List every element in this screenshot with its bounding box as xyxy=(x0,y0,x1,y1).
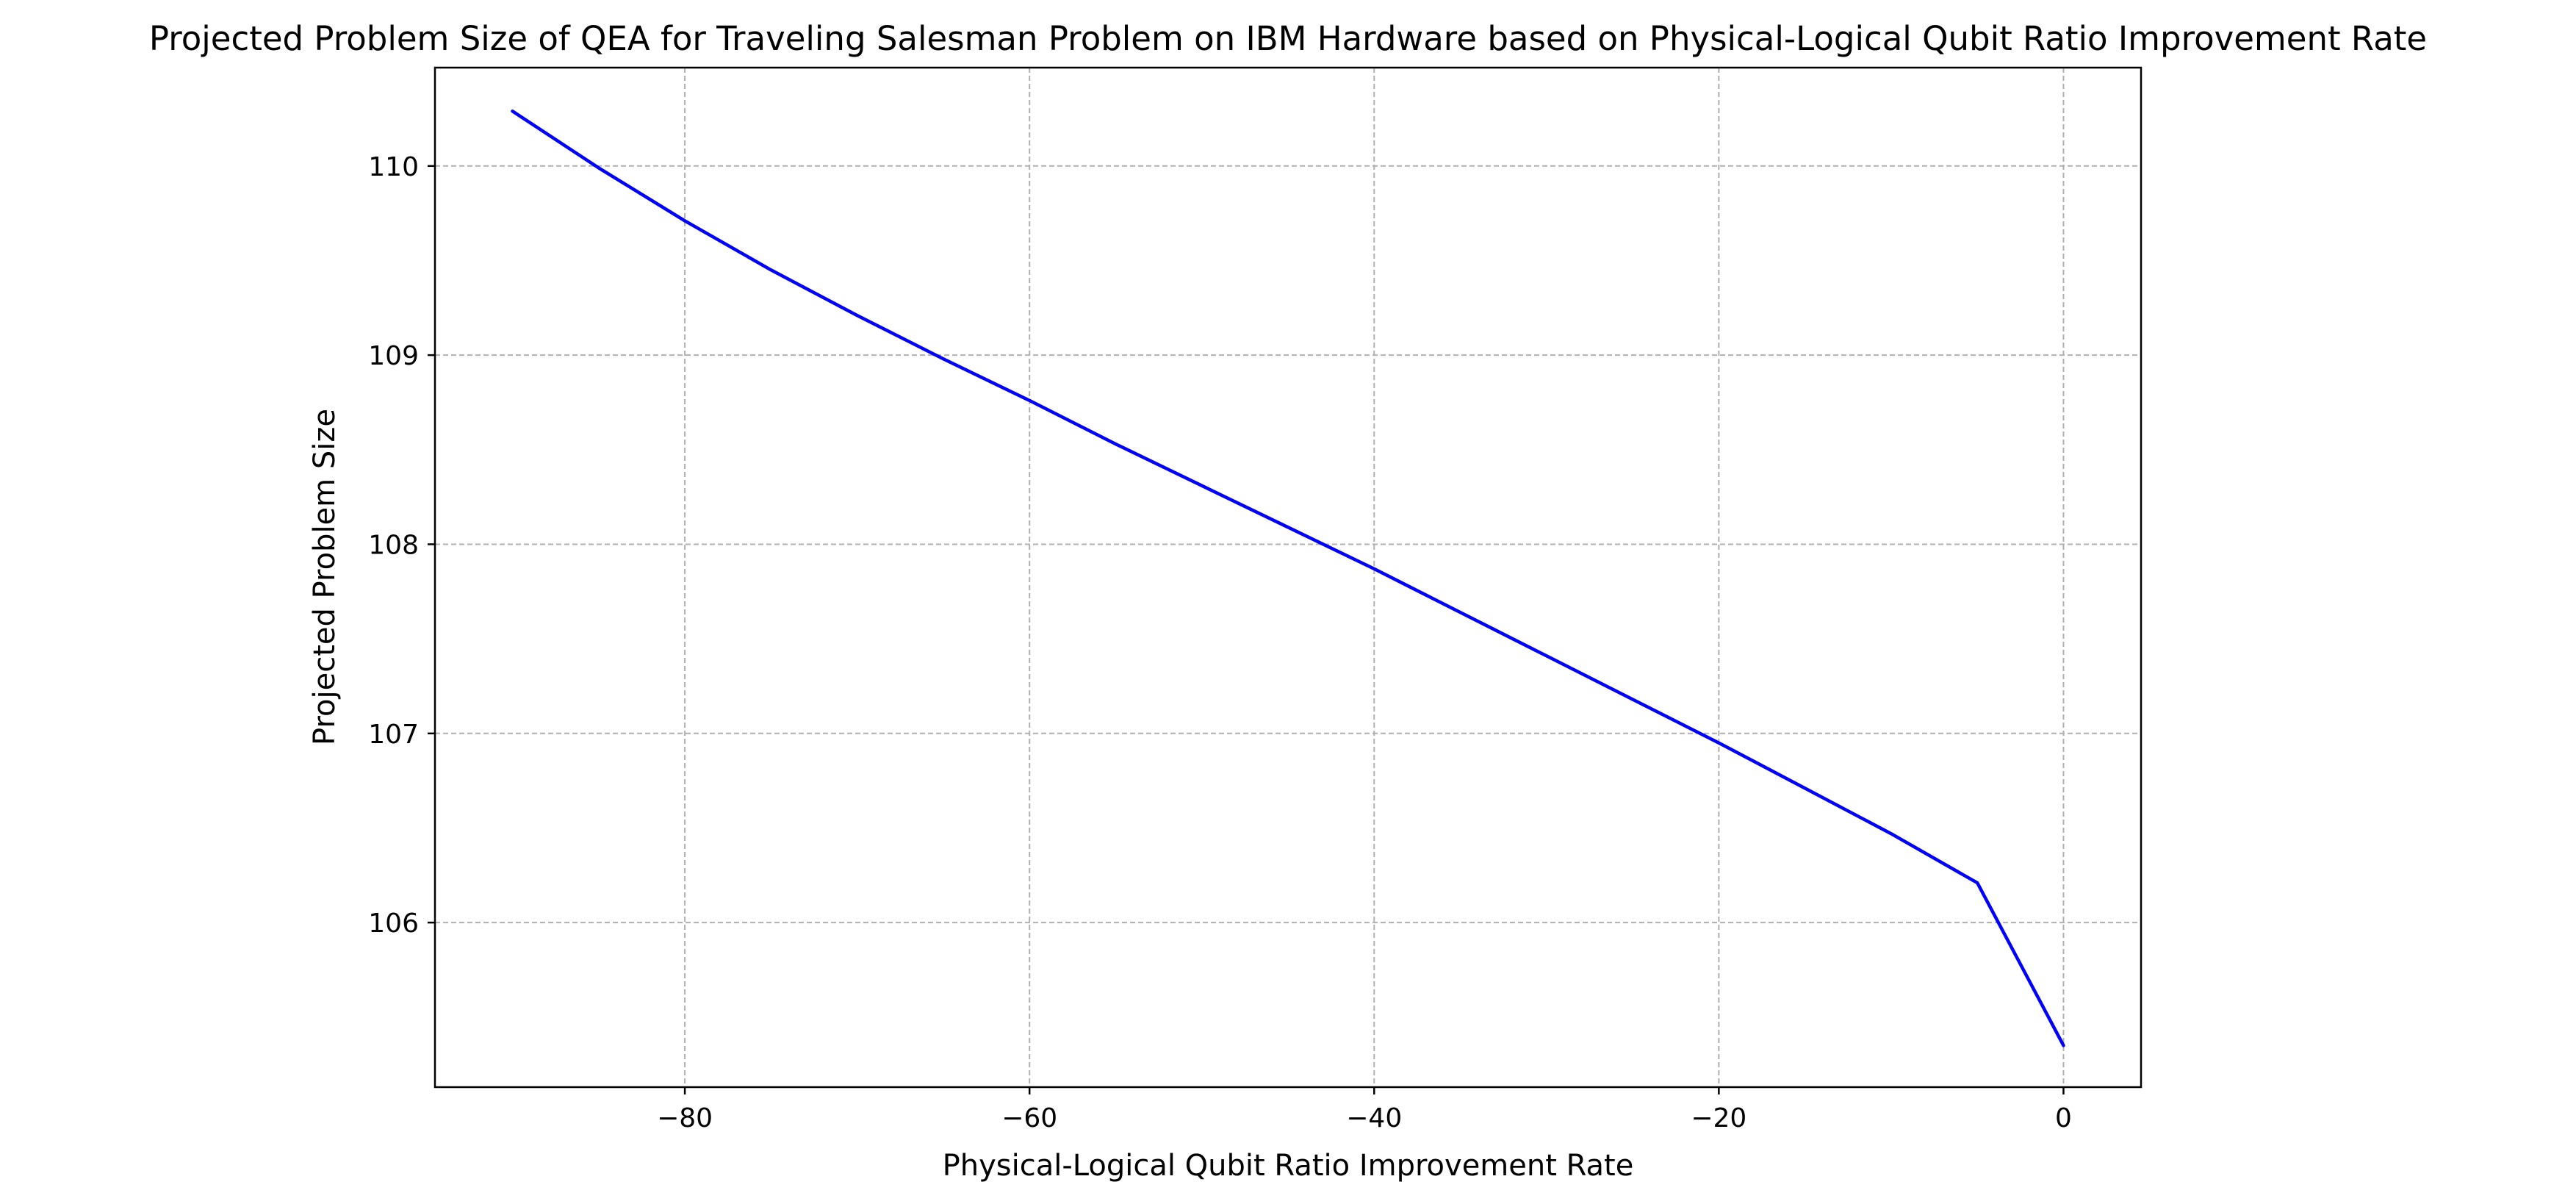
x-tick-label: −20 xyxy=(1691,1103,1746,1133)
x-axis-label: Physical-Logical Qubit Ratio Improvement… xyxy=(943,1149,1634,1183)
y-tick-label: 106 xyxy=(368,909,419,939)
y-tick-label: 108 xyxy=(368,530,419,560)
y-axis-label: Projected Problem Size xyxy=(308,409,342,745)
y-tick-label: 107 xyxy=(368,720,419,750)
series-layer xyxy=(511,109,2065,1047)
x-tick-label: −80 xyxy=(657,1103,713,1133)
grid xyxy=(435,68,2141,1087)
x-tick-label: 0 xyxy=(2055,1103,2072,1133)
series-line xyxy=(511,109,2065,1047)
x-tick-label: −40 xyxy=(1346,1103,1402,1133)
x-axis-ticks: −80 −60 −40 −20 0 xyxy=(657,1087,2072,1133)
chart-title: Projected Problem Size of QEA for Travel… xyxy=(149,19,2427,58)
y-axis-ticks: 106 107 108 109 110 xyxy=(368,152,435,939)
y-tick-label: 110 xyxy=(368,152,419,182)
plot-area-frame xyxy=(433,66,2143,1089)
y-tick-label: 109 xyxy=(368,341,419,371)
x-tick-label: −60 xyxy=(1001,1103,1057,1133)
